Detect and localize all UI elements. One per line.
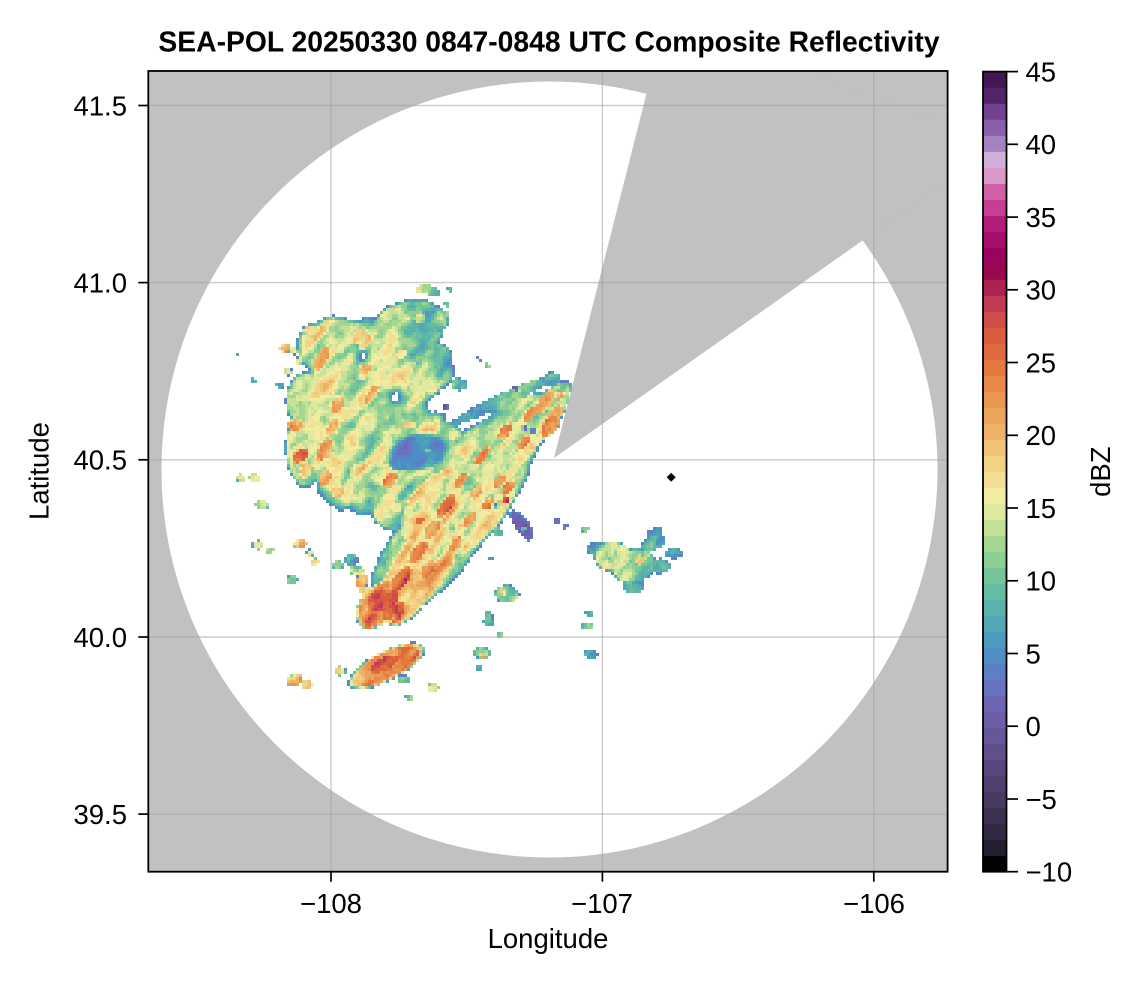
svg-text:Longitude: Longitude xyxy=(488,923,609,954)
svg-text:40.5: 40.5 xyxy=(73,445,127,476)
svg-text:40: 40 xyxy=(1026,129,1057,160)
svg-text:−5: −5 xyxy=(1026,784,1057,815)
svg-text:41.5: 41.5 xyxy=(73,90,127,121)
svg-text:15: 15 xyxy=(1026,493,1057,524)
svg-text:41.0: 41.0 xyxy=(73,267,127,298)
svg-text:Latitude: Latitude xyxy=(24,422,55,520)
svg-text:45: 45 xyxy=(1026,56,1057,87)
svg-text:−108: −108 xyxy=(300,888,362,919)
svg-text:25: 25 xyxy=(1026,347,1057,378)
svg-text:SEA-POL 20250330 0847-0848 UTC: SEA-POL 20250330 0847-0848 UTC Composite… xyxy=(158,26,939,58)
svg-text:−107: −107 xyxy=(571,888,633,919)
svg-text:10: 10 xyxy=(1026,566,1057,597)
svg-text:5: 5 xyxy=(1026,638,1041,669)
svg-text:0: 0 xyxy=(1026,711,1041,742)
svg-text:40.0: 40.0 xyxy=(73,622,127,653)
svg-text:39.5: 39.5 xyxy=(73,799,127,830)
svg-text:20: 20 xyxy=(1026,420,1057,451)
svg-text:30: 30 xyxy=(1026,275,1057,306)
svg-text:dBZ: dBZ xyxy=(1085,446,1116,496)
svg-text:35: 35 xyxy=(1026,202,1057,233)
svg-text:−106: −106 xyxy=(843,888,905,919)
svg-text:−10: −10 xyxy=(1026,857,1073,888)
